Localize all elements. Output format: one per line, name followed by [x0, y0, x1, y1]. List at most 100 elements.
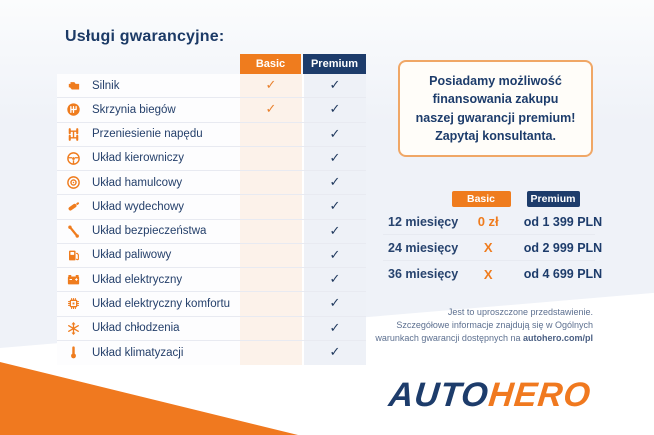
- basic-cell: ✓: [240, 74, 302, 98]
- basic-column-header: Basic: [240, 54, 301, 74]
- premium-cell: ✓: [302, 146, 366, 170]
- pricing-table-header: Basic Premium: [383, 191, 595, 207]
- check-icon: ✓: [329, 247, 341, 263]
- check-icon: ✓: [329, 199, 341, 215]
- table-row: Układ elektryczny komfortu ✓: [57, 292, 366, 317]
- service-label: Układ wydechowy: [92, 200, 185, 213]
- premium-cell: ✓: [302, 243, 366, 267]
- basic-cell: [240, 146, 302, 170]
- premium-cell: ✓: [302, 340, 366, 365]
- basic-cell: [240, 122, 302, 146]
- drivetrain-icon: [57, 123, 92, 146]
- basic-cell: [240, 195, 302, 219]
- disclaimer: Jest to uproszczone przedstawienie. Szcz…: [340, 306, 593, 345]
- check-icon: ✓: [329, 223, 341, 239]
- snowflake-icon: [57, 317, 92, 340]
- service-label: Układ bezpieczeństwa: [92, 225, 207, 238]
- pricing-basic-value: X: [483, 240, 493, 255]
- gearbox-icon: [57, 98, 92, 121]
- disclaimer-line: warunkach gwarancji dostępnych na autohe…: [340, 332, 593, 345]
- check-icon: ✓: [265, 78, 277, 94]
- fuel-pump-icon: [57, 244, 92, 267]
- disclaimer-prefix: warunkach gwarancji dostępnych na: [375, 333, 523, 343]
- pricing-premium-value: od 2 999 PLN: [523, 240, 603, 255]
- premium-cell: ✓: [302, 316, 366, 340]
- service-label: Układ elektryczny komfortu: [92, 297, 231, 310]
- promo-line: finansowania zakupu: [432, 92, 559, 106]
- premium-cell: ✓: [302, 74, 366, 98]
- basic-cell: [240, 219, 302, 243]
- pricing-period: 24 miesięcy: [388, 240, 459, 255]
- check-icon: ✓: [265, 102, 277, 118]
- table-row: Przeniesienie napędu ✓: [57, 122, 366, 147]
- check-icon: ✓: [329, 126, 341, 142]
- basic-cell: [240, 340, 302, 365]
- check-icon: ✓: [329, 272, 341, 288]
- pricing-row: 12 miesięcy 0 zł od 1 399 PLN: [383, 209, 602, 235]
- premium-cell: ✓: [302, 98, 366, 122]
- service-label: Układ chłodzenia: [92, 322, 180, 335]
- pricing-premium-value: od 4 699 PLN: [523, 267, 603, 281]
- exhaust-icon: [57, 195, 92, 218]
- table-row: Układ chłodzenia ✓: [57, 316, 366, 341]
- table-row: Układ klimatyzacji ✓: [57, 340, 366, 365]
- promo-line: Posiadamy możliwość: [429, 73, 562, 88]
- pricing-period: 36 miesięcy: [388, 267, 459, 281]
- basic-cell: ✓: [240, 98, 302, 122]
- service-label: Silnik: [92, 79, 120, 92]
- steering-wheel-icon: [57, 147, 92, 170]
- autohero-url-link[interactable]: autohero.com/pl: [522, 333, 593, 343]
- table-row: Układ wydechowy ✓: [57, 195, 366, 220]
- basic-cell: [240, 243, 302, 267]
- pricing-premium-value: od 1 399 PLN: [523, 214, 603, 229]
- pricing-basic-header: Basic: [451, 191, 511, 207]
- pricing-basic-value: X: [483, 266, 493, 282]
- service-label: Układ hamulcowy: [92, 176, 183, 189]
- promo-line: Zapytaj konsultanta.: [435, 129, 556, 143]
- pricing-premium-header: Premium: [526, 191, 580, 207]
- basic-cell: [240, 268, 302, 292]
- premium-cell: ✓: [302, 171, 366, 195]
- pricing-table: Basic Premium 12 miesięcy 0 zł od 1 399 PL…: [383, 191, 602, 287]
- check-icon: ✓: [329, 78, 341, 94]
- services-table-header: Basic Premium: [57, 54, 366, 74]
- service-label: Skrzynia biegów: [92, 103, 176, 116]
- thermometer-icon: [57, 341, 92, 365]
- table-row: Silnik ✓ ✓: [57, 74, 366, 99]
- premium-cell: ✓: [302, 219, 366, 243]
- basic-cell: [240, 316, 302, 340]
- table-row: Układ bezpieczeństwa ✓: [57, 219, 366, 244]
- service-label: Układ paliwowy: [92, 249, 172, 262]
- premium-cell: ✓: [302, 292, 366, 316]
- disclaimer-line: Szczegółowe informacje znajdują się w Og…: [396, 320, 593, 330]
- check-icon: ✓: [329, 175, 341, 191]
- premium-cell: ✓: [302, 122, 366, 146]
- pricing-header-spacer: [383, 191, 451, 207]
- basic-cell: [240, 292, 302, 316]
- logo-hero-text: HERO: [486, 376, 593, 414]
- brake-disc-icon: [57, 171, 92, 194]
- premium-cell: ✓: [302, 195, 366, 219]
- premium-cell: ✓: [302, 268, 366, 292]
- check-icon: ✓: [329, 150, 341, 166]
- autohero-logo: AUTOHERO: [387, 376, 593, 414]
- page-title: Usługi gwarancyjne:: [65, 28, 225, 45]
- services-panel: Usługi gwarancyjne: Basic Premium Silnik…: [57, 28, 366, 365]
- service-label: Przeniesienie napędu: [92, 128, 203, 141]
- table-row: Układ hamulcowy ✓: [57, 171, 366, 196]
- disclaimer-line: Jest to uproszczone przedstawienie.: [447, 307, 593, 317]
- promo-line: naszej gwarancji premium!: [415, 110, 576, 125]
- table-row: Układ kierowniczy ✓: [57, 146, 366, 171]
- pricing-basic-value: 0 zł: [477, 214, 499, 229]
- check-icon: ✓: [329, 320, 341, 336]
- premium-column-header: Premium: [303, 54, 366, 74]
- check-icon: ✓: [329, 296, 341, 312]
- logo-auto-text: AUTO: [387, 376, 491, 414]
- table-row: Układ elektryczny ✓: [57, 268, 366, 293]
- engine-icon: [57, 74, 92, 97]
- promo-box: Posiadamy możliwość finansowania zakupu …: [398, 60, 593, 157]
